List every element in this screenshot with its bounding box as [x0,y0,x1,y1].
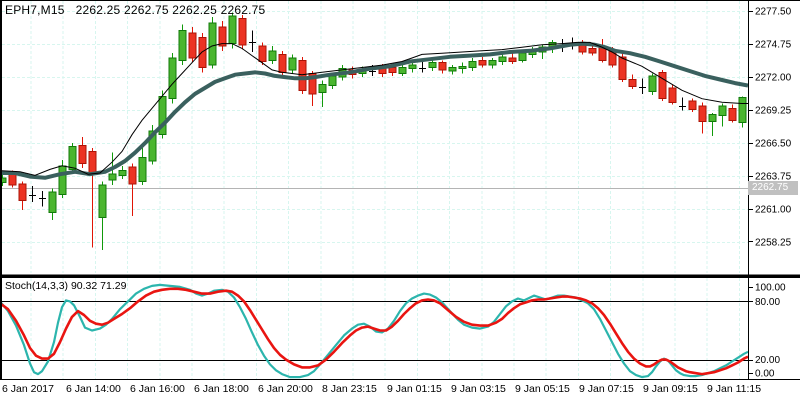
chart-title: EPH7,M15 2262.25 2262.75 2262.25 2262.75 [5,3,265,17]
bear-candle [438,62,447,71]
price-axis-label: 2266.50 [755,139,792,150]
bull-candle [148,130,157,162]
left-border [0,0,2,380]
bull-candle [648,75,657,93]
time-axis-label: 9 Jan 03:15 [451,383,506,395]
bull-candle [468,61,477,69]
bear-candle [618,56,627,81]
price-axis-label: 2272.00 [755,73,792,84]
bear-candle [198,37,207,69]
bull-candle [138,156,147,182]
bull-candle [718,105,727,116]
bull-candle [48,191,57,214]
bull-candle [428,62,437,69]
bear-candle [668,87,677,103]
bear-candle [628,79,637,88]
stoch-axis-label: 20.00 [755,355,780,366]
bull-candle [268,50,277,61]
bull-candle [318,83,327,94]
bull-candle [228,15,237,45]
price-axis-label: 2261.00 [755,205,792,216]
bull-candle [208,22,217,66]
ma-fast-line [2,41,748,176]
stoch-axis-label: 100.00 [755,283,786,294]
bear-candle [508,57,517,63]
bull-candle [2,177,7,184]
time-axis-label: 9 Jan 11:15 [707,383,761,395]
time-axis-label: 6 Jan 20:00 [258,383,313,395]
indicator-label: Stoch(14,3,3) 90.32 71.29 [5,280,127,292]
bear-candle [18,183,27,202]
bull-candle [118,170,127,176]
bear-candle [688,100,697,111]
time-axis-label: 9 Jan 09:15 [643,383,698,395]
bull-candle [288,57,297,71]
bear-candle [698,105,707,122]
bull-candle [328,75,337,87]
bear-candle [8,173,17,186]
bear-candle [278,53,287,73]
ma-slow-line [2,41,748,180]
time-axis-label: 6 Jan 2017 [2,383,54,395]
bear-candle [298,59,307,91]
time-axis-label: 6 Jan 14:00 [66,383,121,395]
bull-candle [68,146,77,170]
bear-candle [238,17,247,46]
grid [2,1,748,379]
bull-candle [738,97,747,124]
bear-candle [478,59,487,66]
bear-candle [588,47,597,54]
bear-candle [258,45,267,63]
candles [2,12,748,250]
stoch-signal-line [2,287,748,376]
time-axis-label: 8 Jan 23:15 [322,383,377,395]
price-axis-label: 2269.25 [755,106,792,117]
stochastic-pane [2,283,748,379]
time-axis-label: 6 Jan 16:00 [130,383,185,395]
bull-candle [168,57,177,100]
time-axis-label: 9 Jan 01:15 [387,383,442,395]
bear-candle [218,26,227,47]
bear-candle [608,50,617,66]
bear-candle [128,166,137,185]
bull-candle [398,67,407,75]
bull-candle [58,165,67,196]
stoch-axis-label: 80.00 [755,297,780,308]
time-axis-label: 6 Jan 18:00 [194,383,249,395]
ohlc-values: 2262.25 2262.75 2262.25 2262.75 [75,3,266,17]
time-axis-label: 9 Jan 07:15 [579,383,634,395]
price-axis-label: 2263.75 [755,172,792,183]
bull-candle [458,65,467,70]
stoch-axis-label: 0.00 [755,369,775,380]
bull-candle [448,67,457,72]
bull-candle [708,113,717,122]
bear-candle [78,144,87,164]
current-price-badge: 2262.75 [748,181,798,195]
symbol-period-label: EPH7,M15 [5,3,65,17]
price-axis-label: 2258.25 [755,237,792,248]
time-axis-label: 9 Jan 05:15 [515,383,570,395]
bull-candle [98,184,107,218]
bear-candle [188,32,197,59]
bear-candle [728,107,737,121]
pane-separator[interactable] [0,274,800,279]
bull-candle [518,52,527,61]
bull-candle [178,29,187,61]
bull-candle [108,173,117,181]
bear-candle [88,150,97,174]
price-axis-label: 2277.50 [755,7,792,18]
price-axis-label: 2274.75 [755,40,792,51]
bull-candle [498,56,507,63]
stoch-main-line [2,283,748,379]
bull-candle [408,64,417,70]
bull-candle [488,59,497,66]
bear-candle [658,71,667,100]
